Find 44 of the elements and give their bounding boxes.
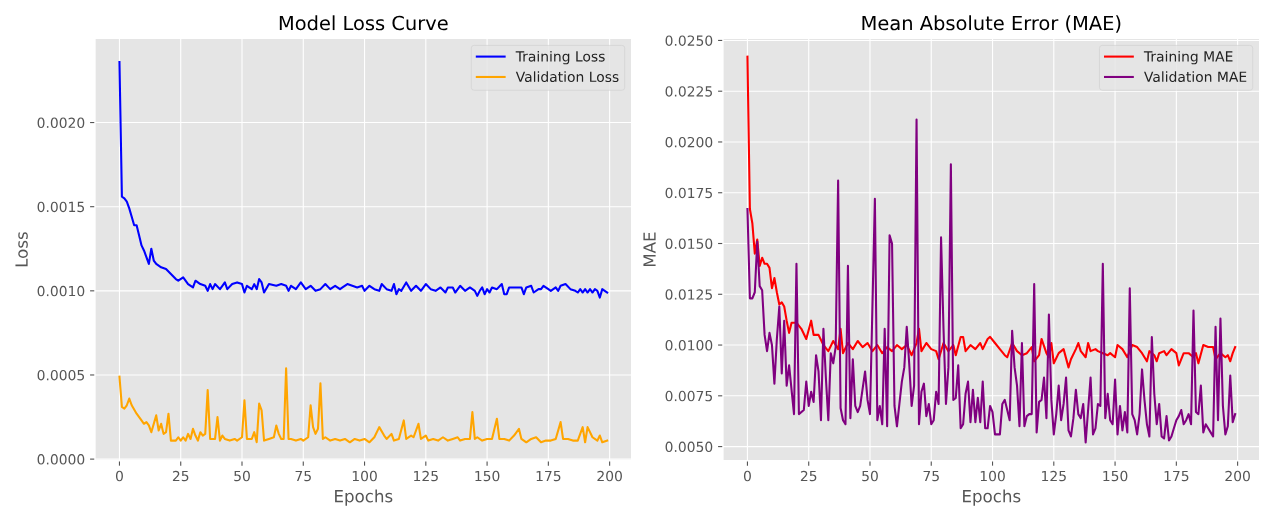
x-tick-label: 125 xyxy=(414,470,438,482)
x-tick-label: 100 xyxy=(352,470,377,482)
x-tick-label: 0 xyxy=(743,470,751,482)
y-tick-label: 0.0010 xyxy=(37,285,85,297)
y-tick-label: 0.0175 xyxy=(665,187,712,199)
x-tick-label: 100 xyxy=(980,470,1005,482)
legend-label: Training Loss xyxy=(515,50,605,65)
y-tick-label: 0.0250 xyxy=(665,35,713,46)
line-series xyxy=(746,118,1237,444)
x-tick-label: 25 xyxy=(800,470,817,482)
chart-title: Model Loss Curve xyxy=(279,15,448,31)
legend-label: Validation Loss xyxy=(515,71,619,83)
x-tick-label: 175 xyxy=(1164,470,1189,482)
x-tick-label: 0 xyxy=(115,470,123,482)
y-tick-label: 0.0075 xyxy=(665,390,712,402)
x-axis-title: Epochs xyxy=(963,489,1021,506)
y-tick-label: 0.0125 xyxy=(665,289,712,300)
x-tick-label: 25 xyxy=(172,470,189,482)
x-axis-title: Epochs xyxy=(335,489,393,506)
x-tick-label: 200 xyxy=(597,470,622,482)
x-tick-label: 200 xyxy=(1225,470,1250,482)
y-tick-label: 0.0020 xyxy=(37,117,85,129)
x-tick-label: 175 xyxy=(536,470,561,482)
y-axis-title: Loss xyxy=(15,232,28,267)
y-tick-label: 0.0100 xyxy=(665,340,713,351)
line-series xyxy=(118,367,609,444)
y-tick-label: 0.0015 xyxy=(37,201,85,213)
x-tick-label: 50 xyxy=(234,470,250,482)
chart-title: Mean Absolute Error (MAE) xyxy=(862,15,1121,33)
y-tick-label: 0.0000 xyxy=(37,454,85,465)
x-tick-label: 50 xyxy=(862,470,878,482)
x-tick-label: 150 xyxy=(1103,470,1128,482)
x-tick-label: 75 xyxy=(923,470,939,482)
legend-label: Training MAE xyxy=(1143,50,1233,65)
y-tick-label: 0.0200 xyxy=(665,136,713,148)
y-tick-label: 0.0150 xyxy=(665,238,713,249)
y-tick-label: 0.0005 xyxy=(37,369,85,381)
y-tick-label: 0.0225 xyxy=(665,86,712,97)
x-tick-label: 75 xyxy=(295,470,311,482)
x-tick-label: 150 xyxy=(475,470,500,482)
y-tick-label: 0.0050 xyxy=(665,441,713,453)
legend-label: Validation MAE xyxy=(1144,71,1247,83)
x-tick-label: 125 xyxy=(1042,470,1066,482)
y-axis-title: MAE xyxy=(643,232,656,267)
